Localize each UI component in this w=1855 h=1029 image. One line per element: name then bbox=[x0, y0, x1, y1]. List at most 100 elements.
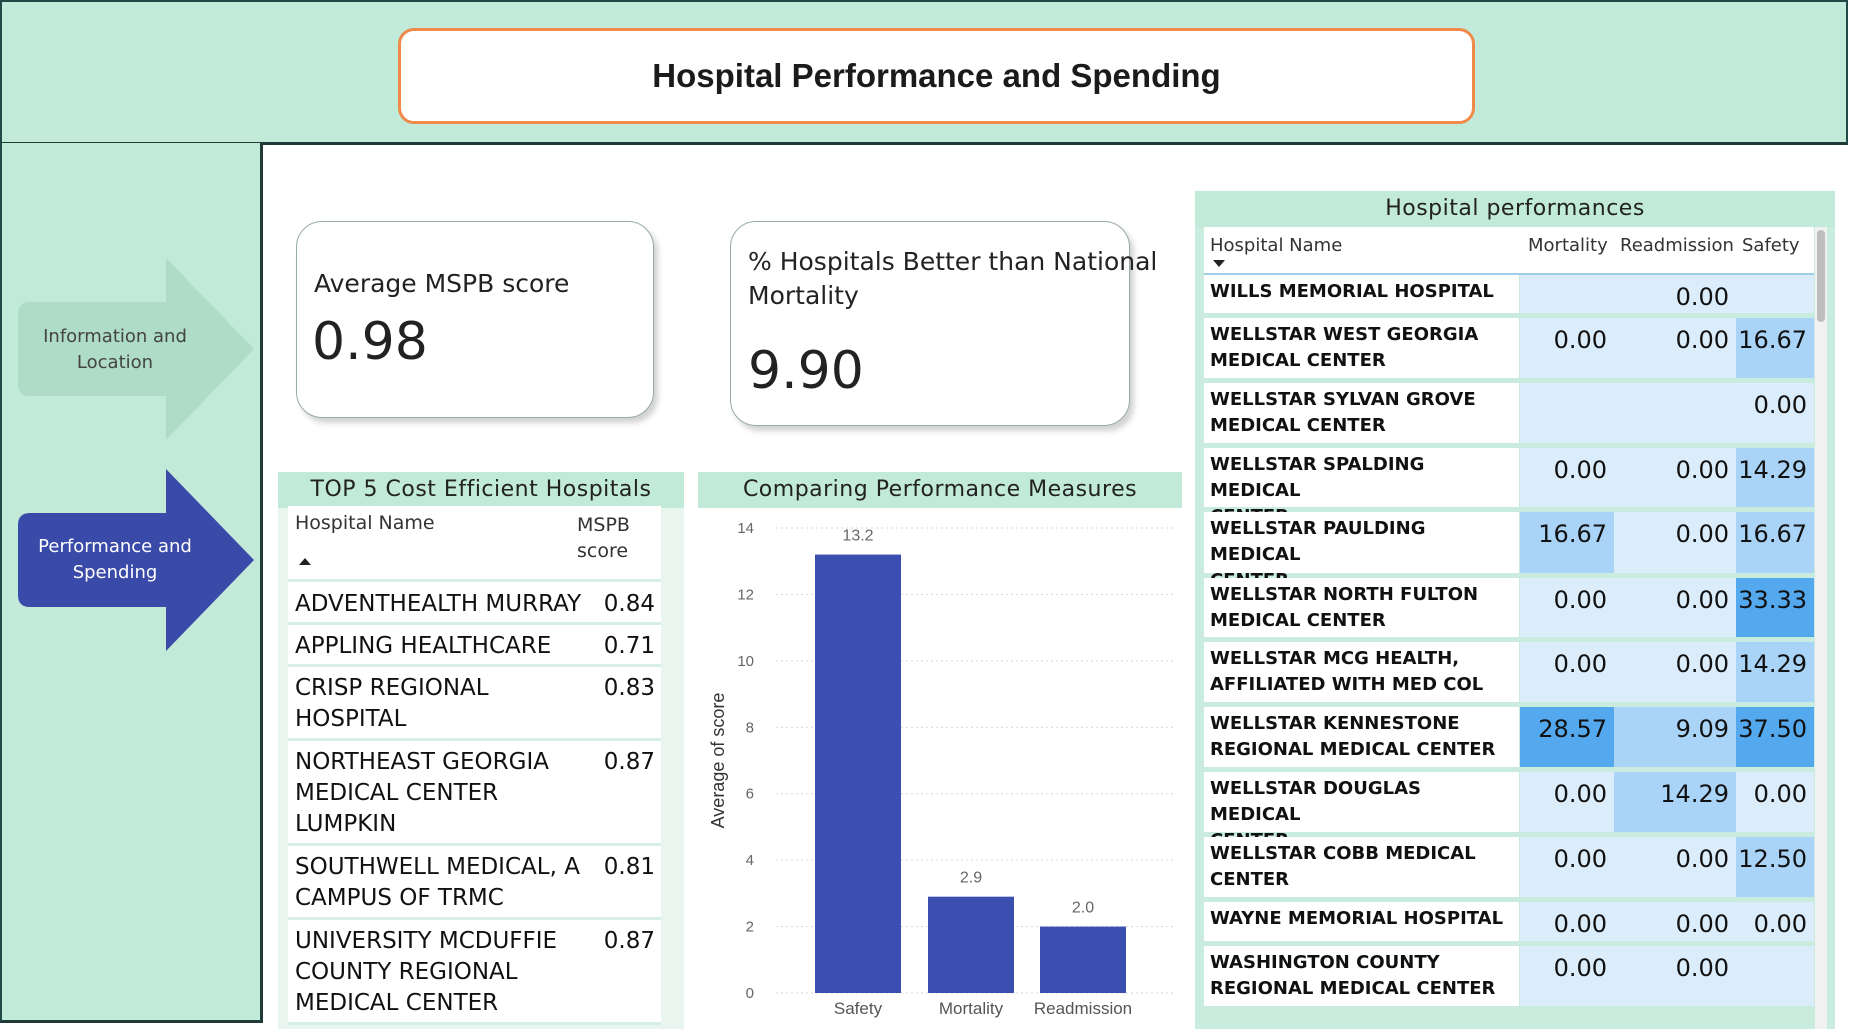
chart-y-tick-label: 4 bbox=[746, 852, 754, 869]
perf-mortality-cell: 0.00 bbox=[1520, 946, 1614, 1009]
perf-hospital-name: WILLS MEMORIAL HOSPITAL bbox=[1204, 275, 1519, 316]
sort-descending-icon[interactable] bbox=[1213, 260, 1225, 267]
perf-readmission-cell bbox=[1614, 383, 1736, 446]
top5-hospital-name-line: SOUTHWELL MEDICAL, A bbox=[295, 854, 580, 880]
perf-hospital-name: WASHINGTON COUNTY REGIONAL MEDICAL CENTER bbox=[1204, 946, 1519, 1009]
perf-col-readmission[interactable]: Readmission bbox=[1620, 235, 1734, 256]
kpi-mortality-value: 9.90 bbox=[748, 341, 864, 401]
perf-table-row[interactable]: WELLSTAR MCG HEALTH, AFFILIATED WITH MED … bbox=[1204, 642, 1814, 705]
perf-hospital-name: WAYNE MEMORIAL HOSPITAL bbox=[1204, 902, 1519, 944]
chart-y-tick-label: 6 bbox=[746, 786, 754, 803]
perf-hospital-name-line: REGIONAL MEDICAL CENTER bbox=[1210, 739, 1496, 760]
top5-header-row: Hospital Name MSPB score bbox=[288, 506, 661, 582]
top5-title: TOP 5 Cost Efficient Hospitals bbox=[278, 472, 684, 508]
perf-hospital-name: WELLSTAR KENNESTONE REGIONAL MEDICAL CENT… bbox=[1204, 707, 1519, 770]
perf-readmission-cell: 0.00 bbox=[1614, 946, 1736, 1009]
perf-mortality-cell bbox=[1520, 383, 1614, 446]
chart-bar bbox=[1040, 926, 1126, 993]
chart-data-label: 2.9 bbox=[960, 870, 982, 887]
top5-hospital-name: APPLING HEALTHCARE bbox=[295, 631, 551, 662]
top5-mspb-score: 0.81 bbox=[603, 854, 655, 880]
perf-mortality-cell: 16.67 bbox=[1520, 512, 1614, 576]
top5-hospital-name-line: CRISP REGIONAL bbox=[295, 675, 489, 701]
perf-hospital-name-line: CENTER bbox=[1210, 869, 1290, 890]
kpi-card-mortality bbox=[730, 221, 1130, 426]
perf-table-row[interactable]: WELLSTAR DOUGLAS MEDICALCENTER0.0014.290… bbox=[1204, 772, 1814, 851]
perf-hospital-name-line: WELLSTAR COBB MEDICAL bbox=[1210, 843, 1476, 864]
top5-col-hospital-name[interactable]: Hospital Name bbox=[295, 512, 435, 534]
top5-col-mspb-score[interactable]: MSPB score bbox=[577, 514, 630, 562]
sort-ascending-icon[interactable] bbox=[299, 558, 311, 565]
perf-hospital-name-line: MEDICAL CENTER bbox=[1210, 415, 1386, 436]
perf-mortality-cell: 0.00 bbox=[1520, 902, 1614, 944]
perf-table-row[interactable]: WASHINGTON COUNTY REGIONAL MEDICAL CENTER… bbox=[1204, 946, 1814, 1009]
chart-y-tick-label: 10 bbox=[737, 653, 754, 670]
perf-hospital-name-line: WELLSTAR SYLVAN GROVE bbox=[1210, 389, 1476, 410]
chart-x-tick-label: Safety bbox=[834, 999, 883, 1018]
perf-header-row: Hospital Name Mortality Readmission Safe… bbox=[1204, 227, 1814, 275]
perf-scrollbar-thumb[interactable] bbox=[1817, 230, 1825, 322]
chart-data-label: 13.2 bbox=[842, 528, 873, 545]
chart-title: Comparing Performance Measures bbox=[698, 472, 1182, 508]
top5-table-row[interactable]: CRISP REGIONAL HOSPITAL 0.83 bbox=[288, 669, 661, 741]
top5-table-row[interactable]: SOUTHWELL MEDICAL, A CAMPUS OF TRMC 0.81 bbox=[288, 848, 661, 920]
perf-safety-cell: 14.29 bbox=[1736, 448, 1814, 510]
perf-mortality-cell: 0.00 bbox=[1520, 448, 1614, 510]
kpi-card-mspb bbox=[296, 221, 654, 418]
perf-table-row[interactable]: WAYNE MEMORIAL HOSPITAL 0.00 0.00 0.00 bbox=[1204, 902, 1814, 944]
chart-y-tick-label: 12 bbox=[737, 586, 754, 603]
perf-hospital-name: WELLSTAR COBB MEDICAL CENTER bbox=[1204, 837, 1519, 900]
perf-hospital-name-line: WELLSTAR WEST GEORGIA bbox=[1210, 324, 1479, 345]
top5-table-row[interactable]: ADVENTHEALTH MURRAY 0.84 bbox=[288, 585, 661, 625]
chart-data-label: 2.0 bbox=[1072, 900, 1094, 917]
perf-table-row[interactable]: WELLSTAR COBB MEDICAL CENTER 0.00 0.00 12.50 bbox=[1204, 837, 1814, 900]
perf-table-row[interactable]: WILLS MEMORIAL HOSPITAL 0.00 bbox=[1204, 275, 1814, 316]
chart-y-tick-label: 2 bbox=[746, 919, 754, 936]
perf-col-mortality[interactable]: Mortality bbox=[1528, 235, 1608, 256]
top5-hospital-name: SOUTHWELL MEDICAL, A CAMPUS OF TRMC bbox=[295, 852, 580, 914]
arrow-right-icon bbox=[18, 469, 254, 651]
perf-safety-cell: 0.00 bbox=[1736, 902, 1814, 944]
top5-table-row[interactable]: UNIVERSITY MCDUFFIE COUNTY REGIONAL MEDICA… bbox=[288, 922, 661, 1025]
perf-safety-cell: 0.00 bbox=[1736, 772, 1814, 835]
perf-readmission-cell: 0.00 bbox=[1614, 318, 1736, 381]
perf-table-row[interactable]: WELLSTAR PAULDING MEDICALCENTER16.670.00… bbox=[1204, 512, 1814, 591]
chart-x-tick-label: Mortality bbox=[939, 999, 1004, 1018]
perf-title: Hospital performances bbox=[1195, 191, 1835, 227]
perf-table-row[interactable]: WELLSTAR NORTH FULTON MEDICAL CENTER 0.00 0… bbox=[1204, 578, 1814, 640]
top5-hospital-name: NORTHEAST GEORGIA MEDICAL CENTER LUMPKIN bbox=[295, 747, 549, 840]
perf-table-row[interactable]: WELLSTAR WEST GEORGIA MEDICAL CENTER 0.00 0… bbox=[1204, 318, 1814, 381]
perf-readmission-cell: 14.29 bbox=[1614, 772, 1736, 835]
arrow-right-icon bbox=[18, 258, 254, 440]
top5-table-row[interactable]: NORTHEAST GEORGIA MEDICAL CENTER LUMPKIN 0.… bbox=[288, 743, 661, 846]
perf-safety-cell: 33.33 bbox=[1736, 578, 1814, 640]
nav-performance-spending-label: Performance and Spending bbox=[38, 536, 192, 583]
perf-hospital-name-line: WASHINGTON COUNTY bbox=[1210, 952, 1440, 973]
chart-y-tick-label: 8 bbox=[746, 719, 754, 736]
perf-safety-cell: 0.00 bbox=[1736, 383, 1814, 446]
top5-hospital-name-line: ADVENTHEALTH MURRAY bbox=[295, 591, 582, 617]
perf-hospital-name: WELLSTAR NORTH FULTON MEDICAL CENTER bbox=[1204, 578, 1519, 640]
top5-table-row[interactable]: APPLING HEALTHCARE 0.71 bbox=[288, 627, 661, 667]
perf-scrollbar-track[interactable] bbox=[1815, 227, 1827, 1029]
chart-y-axis-label: Average of score bbox=[708, 693, 728, 829]
perf-readmission-cell: 9.09 bbox=[1614, 707, 1736, 770]
perf-col-safety[interactable]: Safety bbox=[1742, 235, 1800, 256]
perf-col-hospital-name[interactable]: Hospital Name bbox=[1210, 235, 1343, 256]
perf-table-row[interactable]: WELLSTAR SYLVAN GROVE MEDICAL CENTER 0.00 bbox=[1204, 383, 1814, 446]
perf-table-row[interactable]: WELLSTAR SPALDING MEDICALCENTER0.000.001… bbox=[1204, 448, 1814, 527]
perf-readmission-cell: 0.00 bbox=[1614, 448, 1736, 510]
nav-info-location-button[interactable] bbox=[18, 258, 254, 440]
perf-readmission-cell: 0.00 bbox=[1614, 275, 1736, 316]
perf-table-row[interactable]: WELLSTAR KENNESTONE REGIONAL MEDICAL CENT… bbox=[1204, 707, 1814, 770]
top5-hospital-name-line: LUMPKIN bbox=[295, 811, 397, 837]
perf-hospital-name-line: WELLSTAR PAULDING MEDICAL bbox=[1210, 518, 1426, 565]
nav-performance-spending-button[interactable] bbox=[18, 469, 254, 651]
kpi-mspb-label: Average MSPB score bbox=[314, 269, 570, 298]
page-title: Hospital Performance and Spending bbox=[398, 28, 1475, 124]
perf-safety-cell: 14.29 bbox=[1736, 642, 1814, 705]
perf-safety-cell: 16.67 bbox=[1736, 512, 1814, 576]
chart-x-tick-label: Readmission bbox=[1034, 999, 1132, 1018]
